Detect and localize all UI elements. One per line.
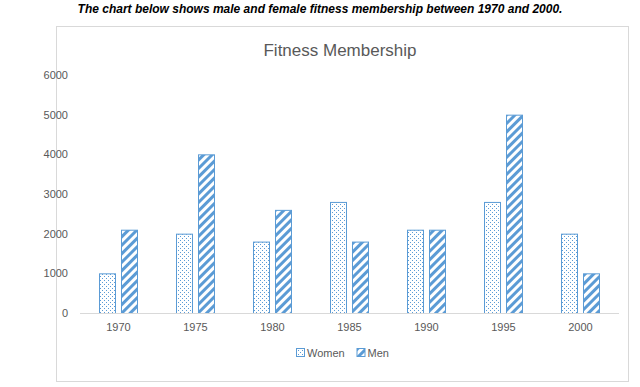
- bar: [353, 242, 369, 313]
- bar: [430, 230, 446, 313]
- legend-swatch: [357, 349, 365, 357]
- bar: [331, 202, 347, 313]
- y-tick-label: 1000: [44, 267, 68, 279]
- y-tick-label: 2000: [44, 228, 68, 240]
- bar: [100, 274, 116, 313]
- bars: [100, 115, 600, 313]
- x-tick-label: 1975: [183, 321, 207, 333]
- bar: [177, 234, 193, 313]
- bar: [507, 115, 523, 313]
- chart: Fitness Membership 0 1000 2000 3000 4000 5000 6…: [0, 0, 640, 387]
- legend-swatch: [297, 349, 305, 357]
- chart-title: Fitness Membership: [263, 41, 416, 60]
- caption: The chart below shows male and female fi…: [0, 2, 640, 16]
- bar: [199, 155, 215, 313]
- bar: [485, 202, 501, 313]
- bar: [276, 210, 292, 313]
- x-tick-label: 1990: [414, 321, 438, 333]
- legend-label: Women: [307, 347, 345, 359]
- x-tick-label: 1985: [337, 321, 361, 333]
- x-tick-label: 1980: [260, 321, 284, 333]
- bar: [254, 242, 270, 313]
- y-tick-label: 5000: [44, 109, 68, 121]
- bar: [562, 234, 578, 313]
- x-tick-label: 1995: [491, 321, 515, 333]
- legend-label: Men: [368, 347, 389, 359]
- bar: [122, 230, 138, 313]
- y-tick-label: 6000: [44, 69, 68, 81]
- x-tick-label: 1970: [106, 321, 130, 333]
- y-tick-label: 0: [62, 307, 68, 319]
- bar: [408, 230, 424, 313]
- y-tick-label: 4000: [44, 148, 68, 160]
- chart-frame: [57, 27, 629, 382]
- bar: [584, 274, 600, 313]
- x-axis-line: [80, 313, 619, 314]
- y-tick-label: 3000: [44, 188, 68, 200]
- x-tick-label: 2000: [568, 321, 592, 333]
